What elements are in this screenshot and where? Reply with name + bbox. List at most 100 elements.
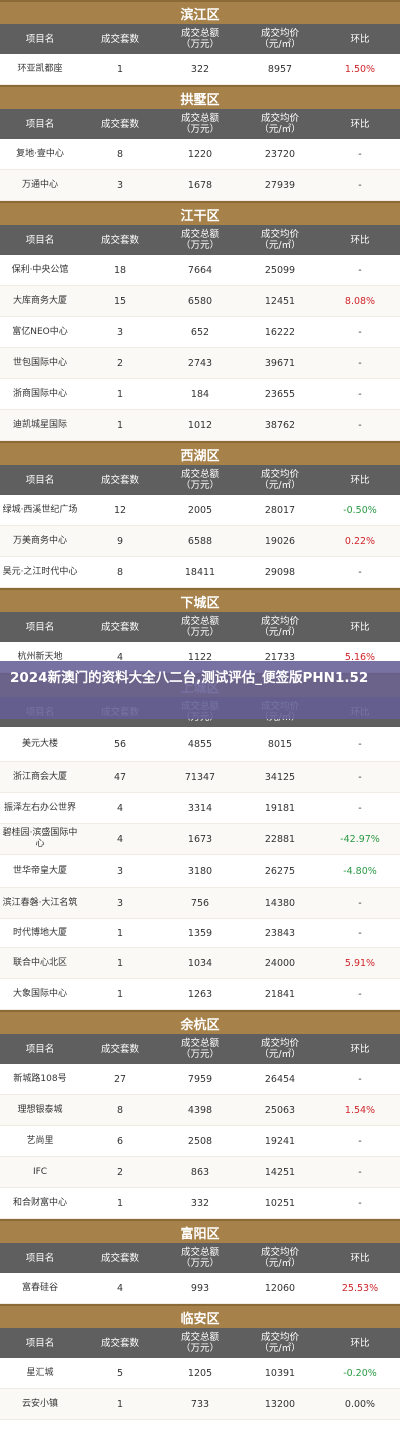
units-cell: 8 xyxy=(116,566,124,578)
mom-change-cell: - xyxy=(358,357,362,369)
project-name-cell: 浙江商会大厦 xyxy=(12,771,67,782)
title-banner[interactable]: 2024新澳门的资料大全八二台,测试评估_便签版PHN1.52 xyxy=(0,661,400,719)
total-amount-cell: 652 xyxy=(190,326,210,338)
avg-price-cell: 16222 xyxy=(264,326,296,338)
table-row: 浙商国际中心 1 184 23655 - xyxy=(0,379,400,410)
project-name-cell: 保利·中央公馆 xyxy=(11,264,69,275)
table-row: IFC 2 863 14251 - xyxy=(0,1157,400,1188)
column-header-row: 项目名 成交套数 成交总额 （万元） 成交均价 （元/㎡） 环比 xyxy=(0,1243,400,1273)
avg-price-cell: 25099 xyxy=(264,264,296,276)
column-header: 环比 xyxy=(350,1337,370,1349)
units-cell: 1 xyxy=(116,988,124,1000)
project-name-cell: 环亚凯都座 xyxy=(17,63,63,74)
mom-change-cell: - xyxy=(358,897,362,909)
total-amount-cell: 863 xyxy=(190,1166,210,1178)
mom-change-cell: - xyxy=(358,326,362,338)
units-cell: 5 xyxy=(116,1367,124,1379)
units-cell: 4 xyxy=(116,1282,124,1294)
column-header: 成交总额 （万元） xyxy=(180,469,219,491)
district-header: 临安区 xyxy=(0,1304,400,1328)
column-header: 成交套数 xyxy=(100,621,139,633)
column-header: 成交套数 xyxy=(100,474,139,486)
total-amount-cell: 1220 xyxy=(187,148,213,160)
banner-title: 2024新澳门的资料大全八二台,测试评估_便签版PHN1.52 xyxy=(10,670,369,686)
mom-change-cell: 0.22% xyxy=(344,535,376,547)
column-header: 成交套数 xyxy=(100,234,139,246)
avg-price-cell: 21841 xyxy=(264,988,296,1000)
mom-change-cell: -0.50% xyxy=(343,504,377,516)
column-header: 项目名 xyxy=(25,621,55,633)
column-header: 项目名 xyxy=(25,1043,55,1055)
table-row: 世华帝皇大厦 3 3180 26275 -4.80% xyxy=(0,855,400,888)
table-row: 富亿NEO中心 3 652 16222 - xyxy=(0,317,400,348)
avg-price-cell: 14251 xyxy=(264,1166,296,1178)
total-amount-cell: 184 xyxy=(190,388,210,400)
column-header: 成交均价 （元/㎡） xyxy=(259,469,301,491)
mom-change-cell: - xyxy=(358,1073,362,1085)
mom-change-cell: -4.80% xyxy=(343,865,377,877)
district-section: 滨江区 项目名 成交套数 成交总额 （万元） 成交均价 （元/㎡） 环比 环亚凯都座 1 322… xyxy=(0,0,400,85)
table-row: 和合财富中心 1 332 10251 - xyxy=(0,1188,400,1219)
avg-price-cell: 12060 xyxy=(264,1282,296,1294)
column-header: 成交套数 xyxy=(100,1252,139,1264)
table-row: 滨江春磐·大江名筑 3 756 14380 - xyxy=(0,888,400,919)
mom-change-cell: - xyxy=(358,148,362,160)
units-cell: 4 xyxy=(116,833,124,845)
units-cell: 3 xyxy=(116,326,124,338)
avg-price-cell: 8015 xyxy=(267,738,293,750)
units-cell: 9 xyxy=(116,535,124,547)
total-amount-cell: 4855 xyxy=(187,738,213,750)
column-header-row: 项目名 成交套数 成交总额 （万元） 成交均价 （元/㎡） 环比 xyxy=(0,1328,400,1358)
mom-change-cell: 1.50% xyxy=(344,63,376,75)
units-cell: 1 xyxy=(116,388,124,400)
mom-change-cell: 0.00% xyxy=(344,1398,376,1410)
table-row: 复地·壹中心 8 1220 23720 - xyxy=(0,139,400,170)
units-cell: 12 xyxy=(113,504,127,516)
district-section: 上城区项目名成交套数成交总额 （万元）成交均价 （元/㎡）环比美元大楼56485… xyxy=(0,673,400,1010)
total-amount-cell: 2743 xyxy=(187,357,213,369)
column-header: 项目名 xyxy=(25,33,55,45)
units-cell: 6 xyxy=(116,1135,124,1147)
column-header: 成交均价 （元/㎡） xyxy=(259,28,301,50)
mom-change-cell: - xyxy=(358,264,362,276)
total-amount-cell: 2508 xyxy=(187,1135,213,1147)
avg-price-cell: 19241 xyxy=(264,1135,296,1147)
units-cell: 2 xyxy=(116,1166,124,1178)
column-header: 环比 xyxy=(350,33,370,45)
total-amount-cell: 4398 xyxy=(187,1104,213,1116)
avg-price-cell: 34125 xyxy=(264,771,296,783)
column-header-row: 项目名 成交套数 成交总额 （万元） 成交均价 （元/㎡） 环比 xyxy=(0,225,400,255)
project-name-cell: 浙商国际中心 xyxy=(12,388,67,399)
project-name-cell: 联合中心北区 xyxy=(12,957,67,968)
column-header: 成交均价 （元/㎡） xyxy=(259,113,301,135)
district-header: 拱墅区 xyxy=(0,85,400,109)
avg-price-cell: 28017 xyxy=(264,504,296,516)
total-amount-cell: 756 xyxy=(190,897,210,909)
units-cell: 56 xyxy=(113,738,127,750)
table-row: 绿城·西溪世纪广场 12 2005 28017 -0.50% xyxy=(0,495,400,526)
mom-change-cell: - xyxy=(358,1166,362,1178)
project-name-cell: 富春硅谷 xyxy=(21,1282,58,1293)
mom-change-cell: - xyxy=(358,988,362,1000)
project-name-cell: 艺尚里 xyxy=(26,1135,54,1146)
avg-price-cell: 12451 xyxy=(264,295,296,307)
units-cell: 1 xyxy=(116,1197,124,1209)
project-name-cell: 世包国际中心 xyxy=(12,357,67,368)
mom-change-cell: - xyxy=(358,419,362,431)
table-row: 大象国际中心 1 1263 21841 - xyxy=(0,979,400,1010)
avg-price-cell: 27939 xyxy=(264,179,296,191)
units-cell: 15 xyxy=(113,295,127,307)
units-cell: 3 xyxy=(116,179,124,191)
total-amount-cell: 6588 xyxy=(187,535,213,547)
column-header: 成交总额 （万元） xyxy=(180,1247,219,1269)
table-row: 浙江商会大厦 47 71347 34125 - xyxy=(0,762,400,793)
column-header: 成交均价 （元/㎡） xyxy=(259,1038,301,1060)
column-header: 项目名 xyxy=(25,474,55,486)
project-name-cell: 世华帝皇大厦 xyxy=(12,865,67,876)
project-name-cell: 绿城·西溪世纪广场 xyxy=(2,504,78,515)
units-cell: 1 xyxy=(116,957,124,969)
table-row: 大库商务大厦 15 6580 12451 8.08% xyxy=(0,286,400,317)
column-header: 成交均价 （元/㎡） xyxy=(259,1247,301,1269)
project-name-cell: 时代博地大厦 xyxy=(12,927,67,938)
mom-change-cell: 8.08% xyxy=(344,295,376,307)
